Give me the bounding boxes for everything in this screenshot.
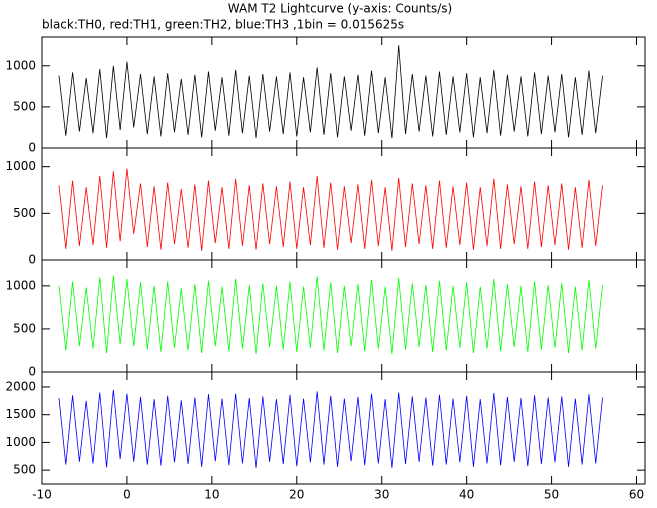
y-tick-label: 0	[28, 141, 36, 155]
x-tick-label: 40	[459, 488, 474, 502]
light-curve	[58, 389, 603, 468]
chart-title: WAM T2 Lightcurve (y-axis: Counts/s)	[228, 2, 452, 16]
panel-frame	[41, 259, 646, 373]
x-tick-label: 0	[123, 488, 131, 502]
light-curve	[58, 275, 603, 354]
y-tick-label: 500	[13, 321, 36, 335]
y-tick-label: 1000	[5, 278, 36, 292]
y-tick-label: 1000	[5, 58, 36, 72]
light-curve	[58, 168, 603, 251]
y-tick-label: 500	[13, 463, 36, 477]
y-tick-label: 1000	[5, 435, 36, 449]
y-tick-label: 500	[13, 99, 36, 113]
y-tick-label: 2000	[5, 379, 36, 393]
x-tick-label: 30	[374, 488, 389, 502]
x-tick-label: 20	[289, 488, 304, 502]
x-tick-label: 60	[629, 488, 644, 502]
chart-subtitle: black:TH0, red:TH1, green:TH2, blue:TH3 …	[42, 18, 404, 32]
panel-frame	[41, 371, 646, 485]
y-tick-label: 1500	[5, 407, 36, 421]
x-tick-label: 10	[204, 488, 219, 502]
x-tick-label: 50	[544, 488, 559, 502]
light-curve	[58, 45, 603, 139]
y-tick-label: 1000	[5, 159, 36, 173]
x-tick-label: -10	[32, 488, 52, 502]
y-tick-label: 500	[13, 206, 36, 220]
y-tick-label: 0	[28, 365, 36, 379]
y-tick-label: 0	[28, 253, 36, 267]
